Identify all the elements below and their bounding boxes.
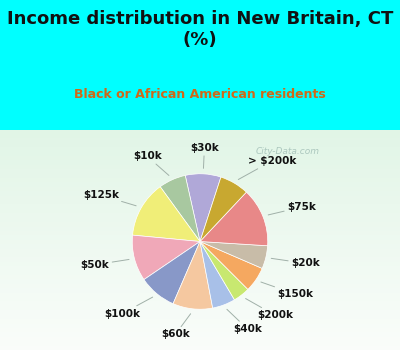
Text: $100k: $100k xyxy=(104,297,153,318)
Text: $50k: $50k xyxy=(81,259,129,270)
Bar xyxy=(0,262,400,266)
Bar xyxy=(0,244,400,248)
Bar xyxy=(0,323,400,328)
Text: City-Data.com: City-Data.com xyxy=(256,147,320,156)
Wedge shape xyxy=(200,192,268,246)
Bar xyxy=(0,257,400,262)
Bar xyxy=(0,332,400,337)
Wedge shape xyxy=(173,241,213,309)
Text: $40k: $40k xyxy=(227,309,262,334)
Wedge shape xyxy=(200,241,248,300)
Bar xyxy=(0,271,400,275)
Bar xyxy=(0,196,400,200)
Bar xyxy=(0,138,400,143)
Bar xyxy=(0,152,400,156)
Bar xyxy=(0,297,400,301)
Wedge shape xyxy=(132,235,200,280)
Bar xyxy=(0,174,400,178)
Bar xyxy=(0,204,400,209)
Bar xyxy=(0,275,400,279)
Bar xyxy=(0,253,400,257)
Bar xyxy=(0,345,400,350)
Bar xyxy=(0,182,400,187)
Bar xyxy=(0,293,400,297)
Bar xyxy=(0,200,400,204)
Wedge shape xyxy=(200,241,234,308)
Bar xyxy=(0,134,400,138)
Wedge shape xyxy=(144,241,200,304)
Wedge shape xyxy=(185,174,221,241)
Bar xyxy=(0,165,400,169)
Wedge shape xyxy=(200,241,268,268)
Bar xyxy=(0,130,400,134)
Bar xyxy=(0,213,400,218)
Bar xyxy=(0,209,400,213)
Text: > $200k: > $200k xyxy=(238,156,296,180)
Bar xyxy=(0,337,400,341)
Bar xyxy=(0,143,400,147)
Text: $60k: $60k xyxy=(161,314,191,340)
Bar xyxy=(0,191,400,196)
Bar xyxy=(0,231,400,235)
Bar xyxy=(0,178,400,182)
Wedge shape xyxy=(200,177,246,241)
Bar xyxy=(0,319,400,323)
Text: $30k: $30k xyxy=(190,143,219,168)
Bar xyxy=(0,279,400,284)
Text: $150k: $150k xyxy=(261,282,313,299)
Bar xyxy=(0,147,400,152)
Text: $125k: $125k xyxy=(83,190,136,206)
Bar xyxy=(0,310,400,315)
Bar xyxy=(0,315,400,319)
Text: Income distribution in New Britain, CT
(%): Income distribution in New Britain, CT (… xyxy=(7,10,393,49)
Bar xyxy=(0,160,400,165)
Bar xyxy=(0,240,400,244)
Bar xyxy=(0,218,400,222)
Text: $20k: $20k xyxy=(271,258,320,268)
Bar xyxy=(0,235,400,240)
Bar xyxy=(0,284,400,288)
Bar xyxy=(0,266,400,271)
Text: $200k: $200k xyxy=(246,299,293,320)
Bar xyxy=(0,328,400,332)
Text: Black or African American residents: Black or African American residents xyxy=(74,88,326,101)
Bar xyxy=(0,226,400,231)
Text: $75k: $75k xyxy=(268,202,316,215)
Wedge shape xyxy=(160,175,200,241)
Bar xyxy=(0,248,400,253)
Bar xyxy=(0,301,400,306)
Bar xyxy=(0,306,400,310)
Text: $10k: $10k xyxy=(133,151,169,175)
Bar xyxy=(0,169,400,174)
Bar xyxy=(0,187,400,191)
Bar xyxy=(0,288,400,293)
Bar xyxy=(0,341,400,345)
Bar xyxy=(0,156,400,160)
Wedge shape xyxy=(132,187,200,242)
Wedge shape xyxy=(200,241,262,289)
Bar xyxy=(0,222,400,226)
